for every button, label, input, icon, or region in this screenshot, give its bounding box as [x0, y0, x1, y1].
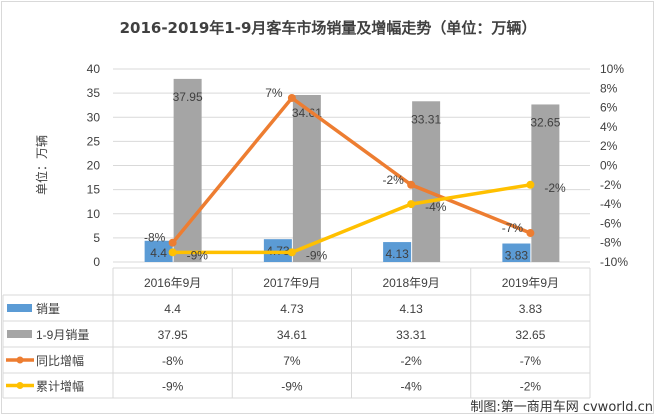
- y-tick-label: 20: [87, 159, 101, 173]
- line-point: [526, 180, 535, 189]
- table-cell: -8%: [162, 354, 184, 368]
- bar-ytd: [412, 101, 441, 262]
- category-label: 2017年9月: [263, 276, 320, 290]
- series-line-cumulative: [172, 183, 531, 255]
- chart-title: 2016-2019年1-9月客车市场销量及增幅走势（单位：万辆）: [120, 19, 537, 37]
- table-cell: -2%: [520, 380, 542, 394]
- line-point: [407, 180, 416, 189]
- y2-tick-label: 6%: [600, 101, 618, 115]
- y-tick-label: 0: [93, 255, 100, 269]
- line-point: [526, 229, 535, 238]
- bar-monthly: [144, 240, 173, 262]
- legend-key-marker: [16, 382, 24, 389]
- bar-ytd: [292, 95, 321, 263]
- table-cell: 32.65: [515, 328, 545, 342]
- bar-ytd: [173, 78, 202, 262]
- legend-key-bar: [7, 330, 32, 338]
- y-tick-label: 15: [87, 183, 101, 197]
- line-data-label: 7%: [265, 86, 283, 100]
- legend-key-bar: [7, 304, 32, 312]
- y-tick-label: 40: [87, 62, 101, 76]
- line-data-label: -2%: [544, 181, 566, 195]
- y2-tick-label: 0%: [600, 159, 618, 173]
- table-cell: -9%: [162, 380, 184, 394]
- table-cell: 4.4: [164, 302, 181, 316]
- series-line-yoy: [171, 95, 532, 244]
- line-data-label: -9%: [187, 248, 209, 262]
- table-cell: 33.31: [396, 328, 426, 342]
- y2-tick-label: -2%: [600, 178, 622, 192]
- line-point: [168, 238, 177, 247]
- bar-data-label: 32.65: [530, 115, 560, 129]
- legend-label: 同比增幅: [36, 353, 84, 368]
- table-cell: 34.61: [277, 328, 307, 342]
- credit-text: 制图:第一商用车网 cvworld.cn: [470, 400, 653, 415]
- table-cell: -4%: [400, 380, 422, 394]
- bar-data-label: 3.83: [505, 249, 529, 263]
- category-label: 2019年9月: [502, 276, 559, 290]
- y2-tick-label: -8%: [600, 236, 622, 250]
- line-data-label: -7%: [502, 221, 524, 235]
- table-cell: 37.95: [158, 328, 188, 342]
- category-label: 2016年9月: [144, 276, 201, 290]
- table-cell: -2%: [400, 354, 422, 368]
- y2-tick-label: -4%: [600, 197, 622, 211]
- y-tick-label: 25: [87, 134, 101, 148]
- table-cell: -9%: [281, 380, 303, 394]
- y-tick-label: 35: [87, 86, 101, 100]
- line-point: [407, 200, 416, 209]
- y2-tick-label: 4%: [600, 120, 618, 134]
- bar-data-label: 33.31: [411, 112, 441, 126]
- line-data-label: -9%: [306, 248, 328, 262]
- line-point: [287, 248, 296, 257]
- bar-monthly: [383, 242, 412, 262]
- bar-ytd: [531, 104, 560, 263]
- y2-tick-label: -10%: [600, 255, 628, 269]
- y2-tick-label: -6%: [600, 216, 622, 230]
- y2-tick-label: 8%: [600, 81, 618, 95]
- legend-label: 销量: [36, 302, 60, 316]
- line-point: [168, 248, 177, 257]
- bar-data-label: 4.4: [150, 246, 167, 260]
- table-cell: 4.73: [280, 302, 304, 316]
- y-axis-label: 单位：万辆: [34, 135, 49, 195]
- legend-label: 1-9月销量: [36, 328, 89, 342]
- line-point: [287, 93, 296, 102]
- bar-monthly: [263, 239, 292, 262]
- line-data-label: -4%: [425, 200, 447, 214]
- legend-label: 累计增幅: [36, 379, 84, 394]
- table-cell: 3.83: [519, 302, 543, 316]
- y-tick-label: 5: [93, 231, 100, 245]
- y-tick-label: 30: [87, 110, 101, 124]
- table-cell: 7%: [283, 354, 301, 368]
- table-cell: -7%: [520, 354, 542, 368]
- y2-tick-label: 2%: [600, 139, 618, 153]
- legend-key-marker: [16, 356, 24, 364]
- line-data-label: -8%: [144, 231, 166, 245]
- table-cell: 4.13: [399, 302, 423, 316]
- y2-tick-label: 10%: [600, 62, 624, 76]
- y-tick-label: 10: [87, 207, 101, 221]
- bar-monthly: [502, 243, 531, 262]
- line-data-label: -2%: [382, 173, 404, 187]
- bar-data-label: 37.95: [173, 90, 203, 104]
- bar-data-label: 4.13: [385, 247, 409, 261]
- category-label: 2018年9月: [382, 276, 439, 290]
